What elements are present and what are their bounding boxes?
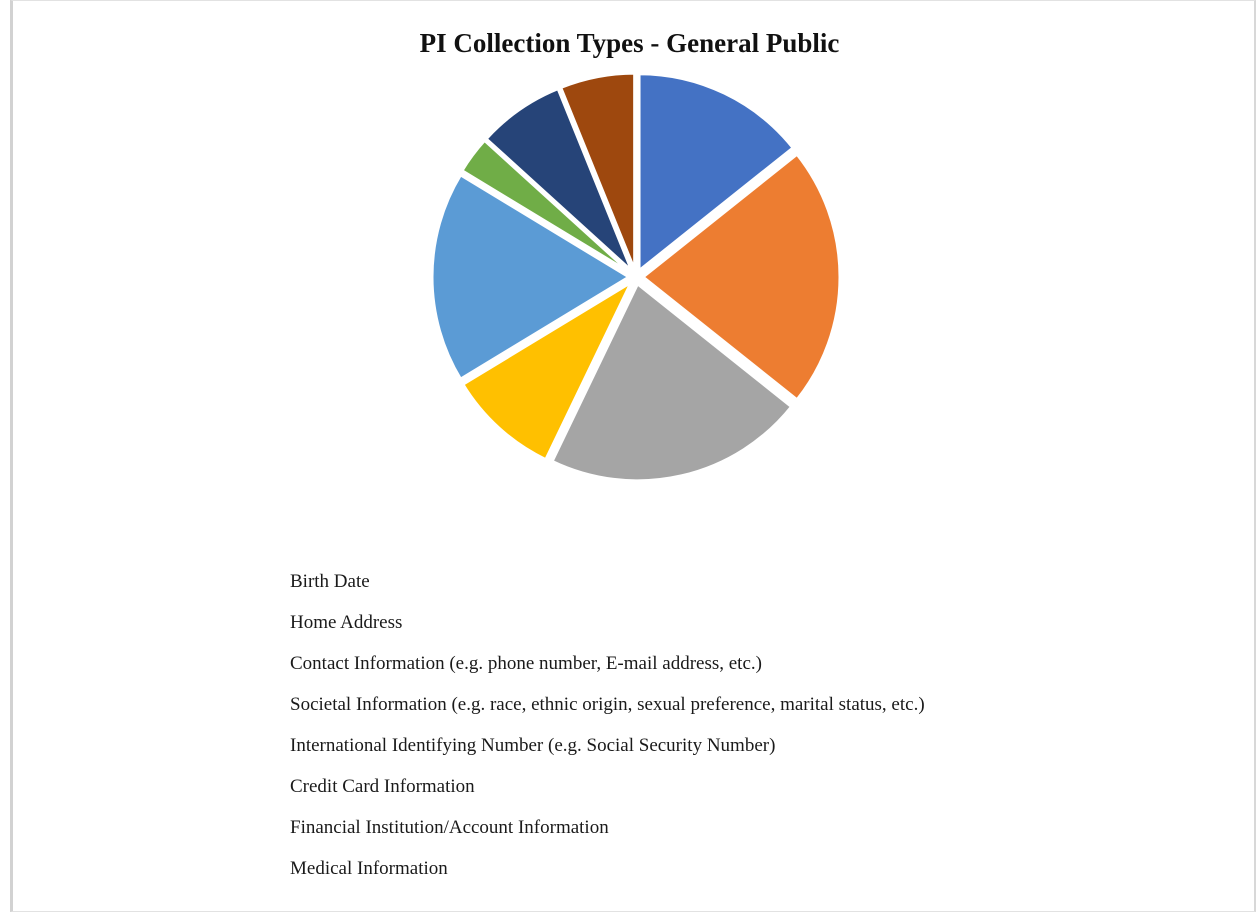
chart-title: PI Collection Types - General Public — [419, 28, 840, 58]
pie-slice-8 — [559, 71, 637, 272]
pie-slice-6 — [460, 138, 632, 275]
legend: Birth Date Home Address Contact Informatio… — [290, 570, 925, 898]
pie-slice-1 — [637, 72, 795, 273]
pie-slice-4 — [461, 280, 633, 462]
pie-slice-5 — [430, 173, 631, 381]
legend-item-8: Medical Information — [290, 858, 448, 879]
legend-item-1: Birth Date — [290, 571, 370, 592]
legend-item-4: Societal Information (e.g. race, ethnic … — [290, 694, 925, 715]
legend-item-2: Home Address — [290, 612, 403, 633]
legend-item-3: Contact Information (e.g. phone number, … — [290, 653, 762, 674]
legend-item-5: International Identifying Number (e.g. S… — [290, 735, 776, 756]
pie-slice-7 — [484, 87, 634, 273]
legend-item-7: Financial Institution/Account Informatio… — [290, 817, 609, 838]
legend-item-6: Credit Card Information — [290, 776, 475, 797]
pie-slice-3 — [550, 282, 794, 483]
pie-slice-2 — [641, 152, 842, 402]
